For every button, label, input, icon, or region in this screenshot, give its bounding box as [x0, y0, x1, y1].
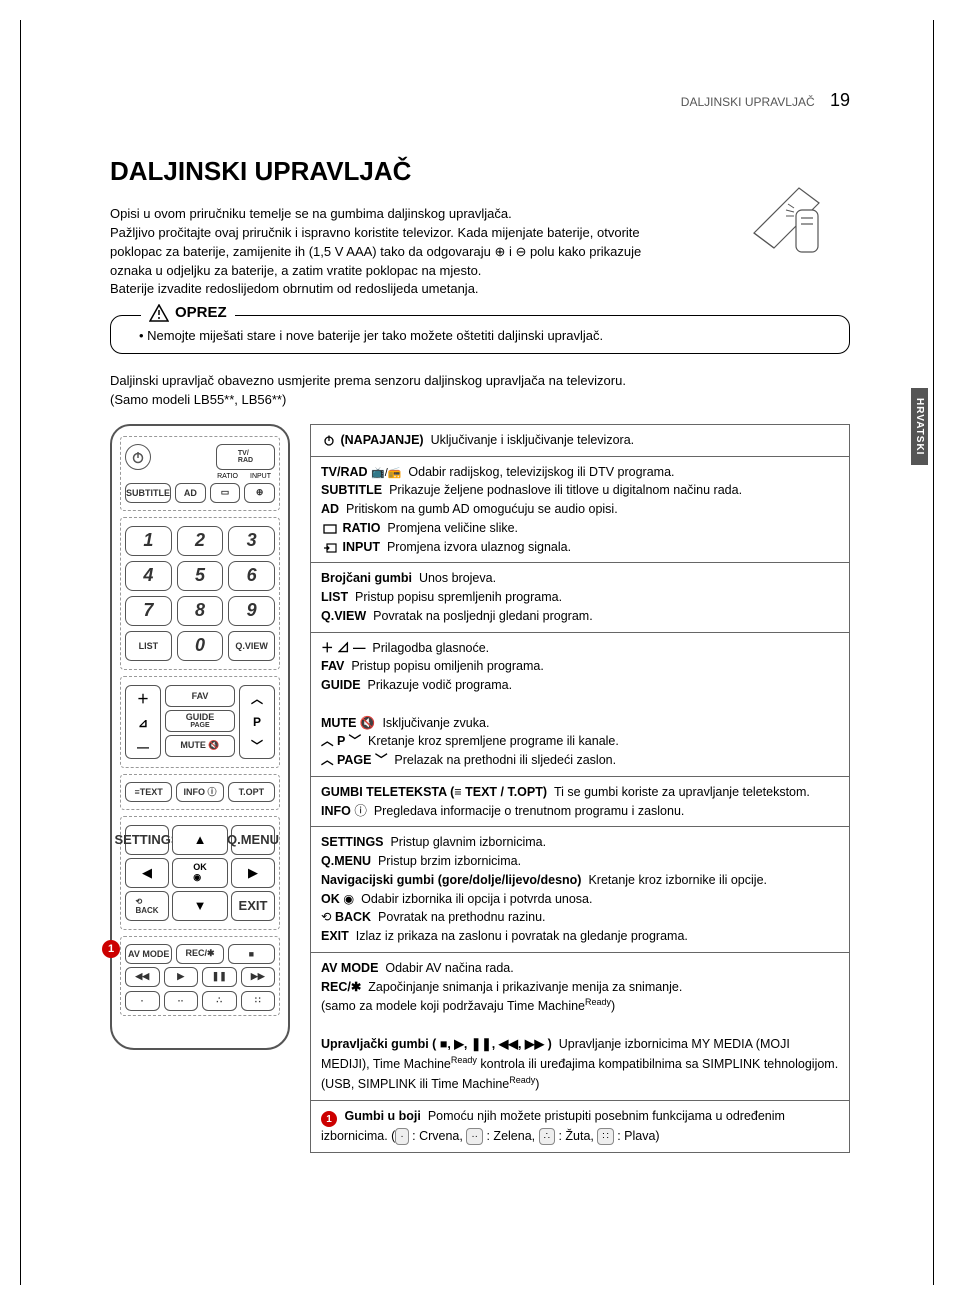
- nav-right: ▶: [231, 858, 275, 888]
- ad-button: AD: [175, 483, 206, 503]
- language-tab: HRVATSKI: [911, 388, 928, 465]
- stop-button: ■: [228, 944, 275, 964]
- nav-down: ▼: [172, 891, 228, 921]
- ok-button: OK ◉: [172, 858, 228, 888]
- red-key-icon: ·: [395, 1128, 408, 1145]
- header-section: DALJINSKI UPRAVLJAČ: [681, 95, 815, 109]
- yellow-key-icon: ∴: [539, 1128, 555, 1145]
- blue-key-icon: ∷: [597, 1128, 613, 1145]
- num-9: 9: [228, 596, 275, 626]
- desc-power: (NAPAJANJE) Uključivanje i isključivanje…: [311, 425, 849, 457]
- tvrad-button: TV/ RAD: [216, 444, 275, 470]
- red-button: ·: [125, 991, 160, 1011]
- num-1: 1: [125, 526, 172, 556]
- mute-icon: 🔇: [360, 716, 376, 730]
- remote-nav-group: SETTINGS ▲ Q.MENU ◀ OK ◉ ▶ ⟲ BACK ▼ EXIT: [120, 816, 280, 930]
- avmode-button: AV MODE: [125, 944, 172, 964]
- remote-and-descriptions: TV/ RAD RATIO INPUT SUBTITLE AD ▭ ⊕ 1 2 …: [110, 424, 850, 1153]
- blue-button: ∷: [241, 991, 276, 1011]
- power-icon: [323, 434, 335, 446]
- num-3: 3: [228, 526, 275, 556]
- fav-button: FAV: [165, 685, 235, 707]
- ch-p-label: P: [253, 715, 261, 729]
- caution-box: OPREZ Nemojte miješati stare i nove bate…: [110, 315, 850, 354]
- desc-avmode-group: AV MODE Odabir AV načina rada. REC/✱ Zap…: [311, 953, 849, 1101]
- remote-media-group: AV MODE REC/✱ ■ ◀◀ ▶ ❚❚ ▶▶ · ·· ∴ ∷: [120, 936, 280, 1016]
- info-icon: ⓘ: [354, 804, 367, 818]
- input-icon: [323, 543, 337, 553]
- text-button: ≡TEXT: [125, 782, 172, 802]
- vol-minus-icon: —: [137, 740, 149, 754]
- num-8: 8: [177, 596, 224, 626]
- nav-left: ◀: [125, 858, 169, 888]
- rewind-button: ◀◀: [125, 967, 160, 987]
- ch-up-icon: ︿: [251, 690, 263, 707]
- callout-1-ref: 1: [321, 1111, 337, 1127]
- input-button: ⊕: [244, 483, 275, 503]
- remote-teletext-group: ≡TEXT INFO ⓘ T.OPT: [120, 774, 280, 810]
- ffwd-button: ▶▶: [241, 967, 276, 987]
- caution-label: OPREZ: [141, 304, 235, 322]
- desc-numbers-group: Brojčani gumbi Unos brojeva. LIST Pristu…: [311, 563, 849, 632]
- num-5: 5: [177, 561, 224, 591]
- warning-triangle-icon: [149, 304, 169, 322]
- caution-label-text: OPREZ: [175, 304, 227, 321]
- channel-rocker: ︿ P ﹀: [239, 685, 275, 759]
- power-button: [125, 444, 151, 470]
- topt-button: T.OPT: [228, 782, 275, 802]
- back-button: ⟲ BACK: [125, 891, 169, 921]
- back-arrow-icon: ⟲: [321, 910, 331, 924]
- remote-top-group: TV/ RAD RATIO INPUT SUBTITLE AD ▭ ⊕: [120, 436, 280, 511]
- green-key-icon: ··: [466, 1128, 483, 1145]
- ch-down-icon: ﹀: [251, 737, 263, 754]
- guide-button: GUIDEPAGE: [165, 710, 235, 732]
- yellow-button: ∴: [202, 991, 237, 1011]
- page-title: DALJINSKI UPRAVLJAČ: [110, 156, 850, 187]
- pointing-instruction: Daljinski upravljač obavezno usmjerite p…: [110, 372, 850, 410]
- vol-icon: ⊿: [138, 716, 148, 730]
- mute-button: MUTE 🔇: [165, 735, 235, 757]
- list-button: LIST: [125, 631, 172, 661]
- running-header: DALJINSKI UPRAVLJAČ 19: [110, 90, 850, 111]
- play-button: ▶: [164, 967, 199, 987]
- ratio-icon: [323, 524, 337, 534]
- settings-button: SETTINGS: [125, 825, 169, 855]
- desc-tvrad-group: TV/RAD 📺/📻 Odabir radijskog, televizijsk…: [311, 457, 849, 564]
- subtitle-button: SUBTITLE: [125, 483, 171, 503]
- vol-plus-icon: ＋: [137, 690, 149, 707]
- remote-vol-ch-group: ＋ ⊿ — FAV GUIDEPAGE MUTE 🔇 ︿ P ﹀: [120, 676, 280, 768]
- power-icon: [131, 450, 145, 464]
- desc-volume-group: ＋ ⊿ — Prilagodba glasnoće. FAV Pristup p…: [311, 633, 849, 777]
- num-0: 0: [177, 631, 224, 661]
- num-6: 6: [228, 561, 275, 591]
- ratio-button: ▭: [210, 483, 241, 503]
- qmenu-button: Q.MENU: [231, 825, 275, 855]
- green-button: ··: [164, 991, 199, 1011]
- nav-up: ▲: [172, 825, 228, 855]
- desc-settings-group: SETTINGS Pristup glavnim izbornicima. Q.…: [311, 827, 849, 953]
- pause-button: ❚❚: [202, 967, 237, 987]
- callout-1-badge: 1: [102, 940, 120, 958]
- page-number: 19: [830, 90, 850, 110]
- remote-number-group: 1 2 3 4 5 6 7 8 9 LIST 0 Q.VIEW: [120, 517, 280, 670]
- intro-paragraph: Opisi u ovom priručniku temelje se na gu…: [110, 205, 670, 299]
- remote-control-illustration: TV/ RAD RATIO INPUT SUBTITLE AD ▭ ⊕ 1 2 …: [110, 424, 290, 1050]
- rec-button: REC/✱: [176, 944, 223, 964]
- num-7: 7: [125, 596, 172, 626]
- exit-button: EXIT: [231, 891, 275, 921]
- input-tiny-label: INPUT: [250, 473, 271, 480]
- num-2: 2: [177, 526, 224, 556]
- caution-item: Nemojte miješati stare i nove baterije j…: [139, 328, 831, 343]
- ok-dot-icon: ◉: [343, 892, 354, 906]
- page-content: DALJINSKI UPRAVLJAČ 19 DALJINSKI UPRAVLJ…: [110, 90, 850, 1153]
- volume-rocker: ＋ ⊿ —: [125, 685, 161, 759]
- num-4: 4: [125, 561, 172, 591]
- desc-teletext-group: GUMBI TELETEKSTA (≡ TEXT / T.OPT) Ti se …: [311, 777, 849, 828]
- ratio-tiny-label: RATIO: [217, 473, 238, 480]
- button-descriptions: (NAPAJANJE) Uključivanje i isključivanje…: [310, 424, 850, 1153]
- desc-color-buttons: 1 Gumbi u boji Pomoću njih možete pristu…: [311, 1101, 849, 1152]
- info-button: INFO ⓘ: [176, 782, 223, 802]
- teletext-icon: ≡: [454, 785, 461, 799]
- qview-button: Q.VIEW: [228, 631, 275, 661]
